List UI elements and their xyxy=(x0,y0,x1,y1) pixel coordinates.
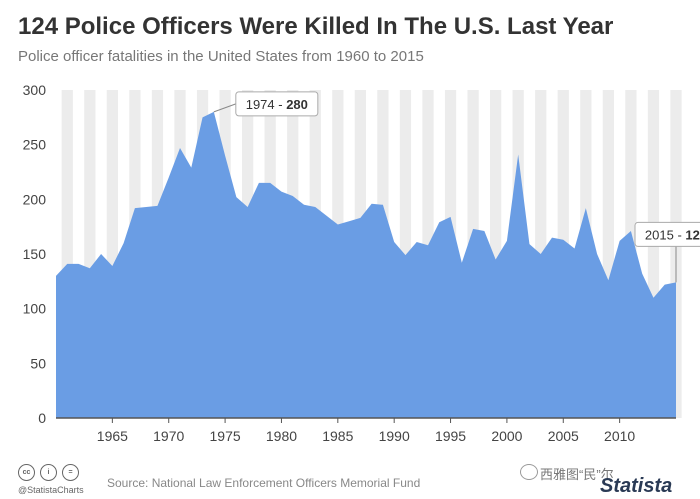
x-axis-ticks: 1965 1970 1975 1980 1985 1990 1995 2000 2005 2010 xyxy=(97,418,635,444)
grid-stripe xyxy=(647,90,660,418)
x-tick-label: 2005 xyxy=(548,428,579,444)
annotation-label: 2015 - 124 xyxy=(645,227,700,242)
annotation-year: 2015 - xyxy=(645,227,685,242)
annotation-value: 280 xyxy=(286,97,308,112)
y-tick-label: 200 xyxy=(23,191,47,207)
cc-license-icon: cc xyxy=(18,464,35,481)
y-tick-label: 50 xyxy=(30,355,46,371)
grid-stripe xyxy=(399,90,412,418)
statista-charts-handle: @StatistaCharts xyxy=(18,485,84,495)
annotation-leader xyxy=(213,103,236,113)
y-tick-label: 150 xyxy=(23,246,47,262)
y-tick-label: 100 xyxy=(23,301,47,317)
x-tick-label: 1970 xyxy=(153,428,184,444)
annotation-value: 124 xyxy=(685,227,700,242)
x-tick-label: 2010 xyxy=(604,428,635,444)
annotation-box xyxy=(235,91,319,117)
grid-stripe xyxy=(84,90,96,418)
x-tick-label: 1995 xyxy=(435,428,466,444)
y-tick-label: 0 xyxy=(38,410,46,426)
chart-title: 124 Police Officers Were Killed In The U… xyxy=(18,13,614,40)
source-note: Source: National Law Enforcement Officer… xyxy=(107,476,421,490)
watermark-text: 西雅图“民”尔 xyxy=(540,467,614,482)
cc-noderivs-icon: = xyxy=(62,464,79,481)
y-tick-label: 300 xyxy=(23,82,47,98)
annotation-box xyxy=(634,221,700,247)
y-tick-label: 250 xyxy=(23,137,47,153)
x-tick-label: 1980 xyxy=(266,428,297,444)
wechat-icon xyxy=(520,464,538,480)
annotations: 1974 - 280 2015 - 124 xyxy=(213,91,700,283)
x-tick-label: 2000 xyxy=(491,428,522,444)
x-tick-label: 1965 xyxy=(97,428,128,444)
cc-attribution-icon: i xyxy=(40,464,57,481)
grid-stripe xyxy=(602,90,614,418)
grid-stripe xyxy=(490,90,502,418)
annotation-year: 1974 - xyxy=(246,97,286,112)
y-axis-ticks: 0 50 100 150 200 250 300 xyxy=(23,82,47,426)
footer: cc i = @StatistaCharts Source: National … xyxy=(0,462,700,499)
x-tick-label: 1975 xyxy=(210,428,241,444)
x-tick-label: 1990 xyxy=(379,428,410,444)
chart-subtitle: Police officer fatalities in the United … xyxy=(18,48,424,65)
annotation-label: 1974 - 280 xyxy=(246,97,308,112)
series-area-police-fatalities xyxy=(56,111,676,418)
grid-stripe xyxy=(106,90,118,418)
x-tick-label: 1985 xyxy=(322,428,353,444)
statista-logo: Statista xyxy=(600,475,673,497)
grid-stripe xyxy=(61,90,73,418)
